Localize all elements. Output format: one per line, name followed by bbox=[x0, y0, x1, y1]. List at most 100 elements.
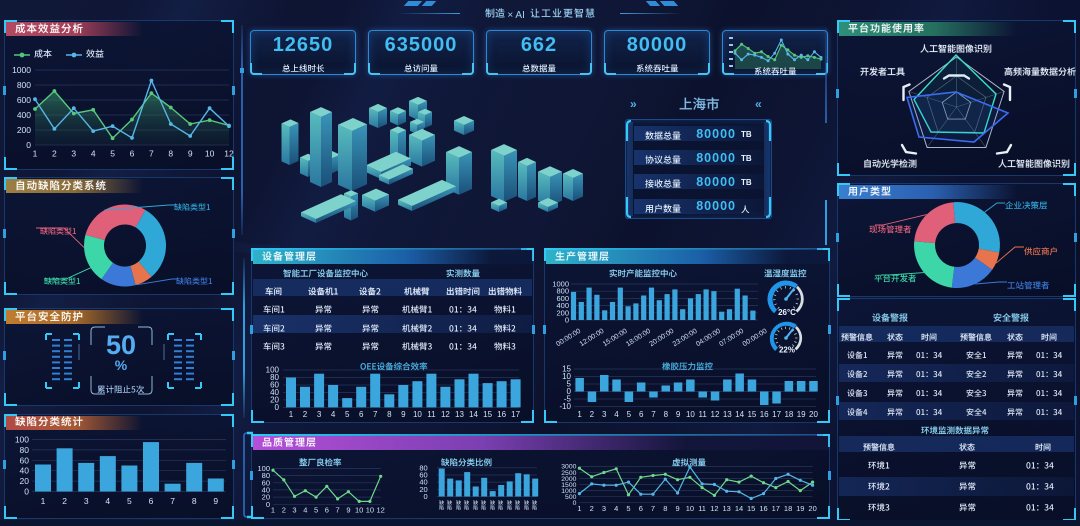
svg-text:12: 12 bbox=[441, 410, 450, 419]
svg-text:3: 3 bbox=[71, 149, 76, 159]
svg-text:18: 18 bbox=[784, 410, 793, 419]
svg-text:10: 10 bbox=[686, 504, 694, 513]
svg-text:10: 10 bbox=[686, 410, 695, 419]
svg-text:14: 14 bbox=[735, 504, 743, 513]
svg-text:7: 7 bbox=[651, 410, 656, 419]
svg-text:-5: -5 bbox=[564, 395, 572, 404]
svg-text:12: 12 bbox=[377, 505, 385, 514]
svg-text:2: 2 bbox=[282, 505, 286, 514]
svg-text:600: 600 bbox=[556, 294, 569, 303]
svg-text:60: 60 bbox=[419, 470, 427, 479]
svg-text:400: 400 bbox=[17, 110, 31, 120]
svg-text:100: 100 bbox=[15, 434, 29, 444]
svg-text:5: 5 bbox=[127, 496, 132, 506]
svg-text:0: 0 bbox=[26, 140, 31, 150]
svg-text:9: 9 bbox=[401, 410, 406, 419]
svg-text:20: 20 bbox=[262, 492, 270, 501]
svg-text:5: 5 bbox=[345, 410, 350, 419]
svg-text:11: 11 bbox=[698, 504, 706, 513]
svg-text:0: 0 bbox=[567, 387, 572, 396]
svg-text:15: 15 bbox=[483, 410, 492, 419]
svg-text:2: 2 bbox=[62, 496, 67, 506]
svg-text:-10: -10 bbox=[559, 402, 571, 411]
svg-text:6: 6 bbox=[130, 149, 135, 159]
svg-text:80: 80 bbox=[270, 373, 279, 382]
svg-text:19: 19 bbox=[796, 504, 804, 513]
svg-text:10: 10 bbox=[562, 372, 571, 381]
svg-text:60: 60 bbox=[270, 381, 279, 390]
svg-text:14: 14 bbox=[469, 410, 478, 419]
svg-text:40: 40 bbox=[20, 465, 30, 475]
svg-text:2: 2 bbox=[590, 504, 594, 513]
svg-text:5: 5 bbox=[627, 410, 632, 419]
svg-text:12: 12 bbox=[711, 410, 720, 419]
svg-text:6: 6 bbox=[359, 410, 364, 419]
svg-text:3: 3 bbox=[602, 504, 606, 513]
svg-text:4: 4 bbox=[331, 410, 336, 419]
svg-text:1000: 1000 bbox=[561, 487, 576, 494]
svg-text:26°C: 26°C bbox=[778, 308, 796, 317]
svg-text:1: 1 bbox=[271, 505, 275, 514]
svg-text:800: 800 bbox=[556, 287, 569, 296]
svg-text:15: 15 bbox=[747, 410, 756, 419]
svg-text:2: 2 bbox=[52, 149, 57, 159]
svg-text:22%: 22% bbox=[779, 346, 795, 355]
svg-text:6: 6 bbox=[639, 410, 644, 419]
svg-text:40: 40 bbox=[270, 388, 279, 397]
svg-text:9: 9 bbox=[346, 505, 350, 514]
svg-text:19: 19 bbox=[797, 410, 806, 419]
svg-text:20: 20 bbox=[20, 476, 30, 486]
svg-text:16: 16 bbox=[759, 504, 767, 513]
svg-text:11: 11 bbox=[427, 410, 436, 419]
svg-text:0: 0 bbox=[266, 499, 270, 508]
svg-text:3: 3 bbox=[602, 410, 607, 419]
svg-text:10: 10 bbox=[355, 505, 363, 514]
svg-text:7: 7 bbox=[170, 496, 175, 506]
svg-text:17: 17 bbox=[772, 410, 781, 419]
svg-text:10: 10 bbox=[366, 505, 374, 514]
svg-text:7: 7 bbox=[336, 505, 340, 514]
svg-text:4: 4 bbox=[614, 410, 619, 419]
svg-text:20: 20 bbox=[808, 504, 816, 513]
svg-text:6: 6 bbox=[639, 504, 643, 513]
svg-text:15: 15 bbox=[562, 365, 571, 374]
svg-text:1: 1 bbox=[41, 496, 46, 506]
svg-text:5: 5 bbox=[567, 380, 572, 389]
svg-text:4: 4 bbox=[614, 504, 618, 513]
svg-text:500: 500 bbox=[565, 494, 577, 501]
svg-text:0: 0 bbox=[573, 500, 577, 507]
svg-text:800: 800 bbox=[17, 80, 31, 90]
svg-text:3: 3 bbox=[84, 496, 89, 506]
svg-text:11: 11 bbox=[699, 410, 708, 419]
svg-text:1: 1 bbox=[289, 410, 294, 419]
svg-text:16: 16 bbox=[760, 410, 769, 419]
svg-text:1000: 1000 bbox=[12, 65, 31, 75]
svg-text:3: 3 bbox=[292, 505, 296, 514]
svg-text:40: 40 bbox=[262, 485, 270, 494]
svg-text:5: 5 bbox=[626, 504, 630, 513]
svg-text:13: 13 bbox=[455, 410, 464, 419]
svg-text:4: 4 bbox=[91, 149, 96, 159]
svg-text:4: 4 bbox=[105, 496, 110, 506]
svg-text:8: 8 bbox=[168, 149, 173, 159]
svg-text:1: 1 bbox=[577, 410, 582, 419]
svg-text:15: 15 bbox=[747, 504, 755, 513]
svg-text:1000: 1000 bbox=[552, 280, 569, 289]
svg-text:0: 0 bbox=[24, 486, 29, 496]
svg-text:13: 13 bbox=[723, 410, 732, 419]
svg-text:60: 60 bbox=[262, 478, 270, 487]
svg-text:7: 7 bbox=[651, 504, 655, 513]
svg-text:2: 2 bbox=[590, 410, 595, 419]
svg-text:12: 12 bbox=[224, 149, 234, 159]
svg-text:1: 1 bbox=[33, 149, 38, 159]
svg-text:9: 9 bbox=[676, 410, 681, 419]
svg-text:2: 2 bbox=[303, 410, 308, 419]
svg-text:8: 8 bbox=[663, 504, 667, 513]
svg-text:6: 6 bbox=[325, 505, 329, 514]
svg-text:200: 200 bbox=[556, 308, 569, 317]
svg-text:400: 400 bbox=[556, 301, 569, 310]
svg-text:0: 0 bbox=[424, 492, 428, 501]
svg-text:13: 13 bbox=[723, 504, 731, 513]
svg-text:60: 60 bbox=[20, 455, 30, 465]
svg-text:80: 80 bbox=[20, 444, 30, 454]
